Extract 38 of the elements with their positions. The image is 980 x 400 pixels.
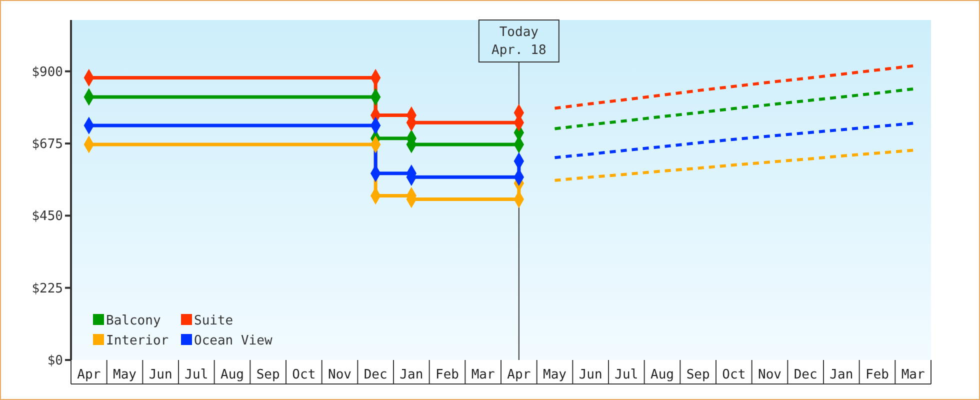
y-tick-label: $675 [32, 137, 63, 152]
x-tick-label: Jun [148, 368, 172, 383]
x-tick-label: Oct [722, 368, 746, 383]
line-series [553, 64, 915, 110]
x-tick-label: Sep [256, 368, 280, 383]
x-tick-label: Feb [436, 368, 460, 383]
x-tick-label: Aug [220, 368, 244, 383]
x-tick-label: Oct [292, 368, 316, 383]
y-tick-label: $0 [47, 354, 63, 369]
annotation: Today Apr. 18 [492, 25, 546, 58]
legend-label: Suite [194, 314, 234, 329]
line-series [553, 148, 915, 182]
y-tick-label: $225 [32, 281, 63, 296]
x-tick-label: Jun [578, 368, 602, 383]
x-tick-label: Nov [758, 368, 782, 383]
x-tick-label: May [113, 368, 137, 383]
x-tick-label: May [543, 368, 567, 383]
legend-label: Ocean View [194, 334, 272, 349]
x-tick-label: Dec [364, 368, 388, 383]
line-series [553, 122, 915, 160]
x-tick-label: Sep [686, 368, 710, 383]
x-tick-label: Nov [328, 368, 352, 383]
legend-label: Interior [106, 334, 169, 349]
x-tick-label: Jul [614, 368, 638, 383]
y-tick-label: $450 [32, 209, 63, 224]
x-tick-label: Jan [400, 368, 424, 383]
x-tick-label: Mar [901, 368, 925, 383]
x-tick-label: Mar [471, 368, 495, 383]
legend-label: Balcony [106, 314, 161, 329]
y-tick-label: $900 [32, 64, 63, 80]
x-tick-label: Apr [77, 368, 101, 383]
x-tick-label: Jul [184, 368, 208, 383]
x-tick-label: Apr [507, 368, 531, 383]
x-tick-label: Aug [650, 368, 674, 383]
line-series [553, 87, 915, 130]
x-tick-label: Dec [794, 368, 818, 383]
x-tick-label: Jan [830, 368, 854, 383]
x-tick-label: Feb [866, 368, 890, 383]
